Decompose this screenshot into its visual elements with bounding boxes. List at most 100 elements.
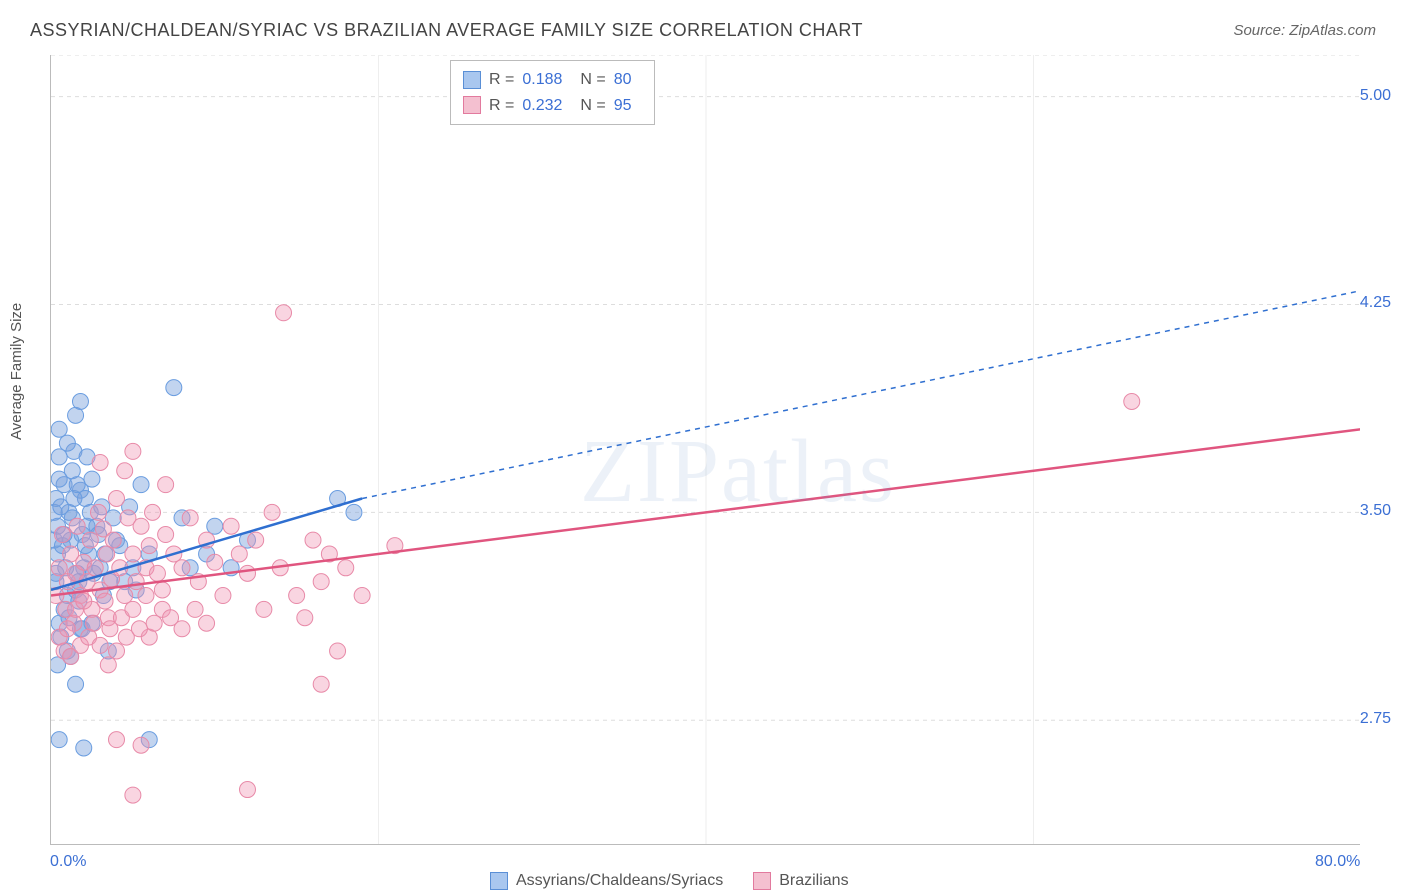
scatter-point <box>87 560 103 576</box>
scatter-point <box>105 532 121 548</box>
scatter-point <box>240 782 256 798</box>
scatter-point <box>231 546 247 562</box>
r-value: 0.188 <box>522 67 562 93</box>
scatter-point <box>117 463 133 479</box>
scatter-point <box>51 421 67 437</box>
scatter-point <box>131 621 147 637</box>
scatter-point <box>100 657 116 673</box>
scatter-point <box>76 593 92 609</box>
scatter-point <box>199 615 215 631</box>
scatter-point <box>133 518 149 534</box>
legend-swatch-icon <box>463 71 481 89</box>
scatter-point <box>51 471 67 487</box>
scatter-point <box>187 601 203 617</box>
scatter-point <box>354 588 370 604</box>
legend-label: Assyrians/Chaldeans/Syriacs <box>516 872 723 890</box>
scatter-point <box>182 510 198 526</box>
scatter-point <box>125 601 141 617</box>
scatter-point <box>264 504 280 520</box>
regression-extrapolation <box>362 291 1360 499</box>
legend-swatch-icon <box>463 96 481 114</box>
scatter-point <box>90 504 106 520</box>
legend-label: Brazilians <box>779 872 848 890</box>
scatter-point <box>133 737 149 753</box>
scatter-point <box>174 621 190 637</box>
scatter-point <box>174 560 190 576</box>
n-label: N = <box>580 67 605 93</box>
legend-swatch-icon <box>490 872 508 890</box>
x-tick-label: 0.0% <box>50 853 86 871</box>
x-tick-label: 80.0% <box>1315 853 1360 871</box>
scatter-point <box>82 532 98 548</box>
scatter-point <box>84 471 100 487</box>
y-axis-label: Average Family Size <box>8 303 25 440</box>
scatter-point <box>69 518 85 534</box>
r-label: R = <box>489 93 514 119</box>
scatter-point <box>240 565 256 581</box>
scatter-point <box>133 477 149 493</box>
scatter-point <box>305 532 321 548</box>
stats-row: R = 0.188 N = 80 <box>463 67 642 93</box>
scatter-point <box>158 527 174 543</box>
scatter-point <box>109 643 125 659</box>
scatter-point <box>68 676 84 692</box>
scatter-point <box>166 380 182 396</box>
legend-item: Assyrians/Chaldeans/Syriacs <box>490 872 723 890</box>
scatter-point <box>158 477 174 493</box>
legend-item: Brazilians <box>753 872 848 890</box>
scatter-point <box>125 787 141 803</box>
scatter-point <box>128 574 144 590</box>
y-tick-label: 3.50 <box>1360 502 1391 520</box>
scatter-point <box>207 554 223 570</box>
scatter-point <box>51 449 67 465</box>
scatter-point <box>86 615 102 631</box>
scatter-point <box>346 504 362 520</box>
scatter-point <box>66 491 82 507</box>
scatter-point <box>59 621 75 637</box>
bottom-legend: Assyrians/Chaldeans/Syriacs Brazilians <box>490 872 849 890</box>
scatter-point <box>138 588 154 604</box>
n-label: N = <box>580 93 605 119</box>
scatter-point <box>330 643 346 659</box>
source-label: Source: ZipAtlas.com <box>1233 22 1376 39</box>
scatter-point <box>154 582 170 598</box>
scatter-point <box>313 676 329 692</box>
scatter-point <box>207 518 223 534</box>
scatter-point <box>146 615 162 631</box>
scatter-point <box>256 601 272 617</box>
scatter-point <box>248 532 264 548</box>
scatter-point <box>69 477 85 493</box>
chart-svg <box>51 55 1360 844</box>
scatter-point <box>297 610 313 626</box>
scatter-point <box>72 393 88 409</box>
scatter-point <box>109 491 125 507</box>
scatter-point <box>1124 393 1140 409</box>
scatter-point <box>125 443 141 459</box>
scatter-point <box>97 593 113 609</box>
scatter-point <box>145 504 161 520</box>
chart-title: ASSYRIAN/CHALDEAN/SYRIAC VS BRAZILIAN AV… <box>30 20 863 41</box>
scatter-point <box>313 574 329 590</box>
stats-row: R = 0.232 N = 95 <box>463 93 642 119</box>
y-tick-label: 5.00 <box>1360 87 1391 105</box>
scatter-point <box>51 560 67 576</box>
scatter-point <box>54 527 70 543</box>
scatter-point <box>76 740 92 756</box>
scatter-point <box>141 538 157 554</box>
scatter-point <box>276 305 292 321</box>
scatter-point <box>125 546 141 562</box>
scatter-point <box>149 565 165 581</box>
scatter-point <box>117 588 133 604</box>
scatter-point <box>92 637 108 653</box>
r-value: 0.232 <box>522 93 562 119</box>
r-label: R = <box>489 67 514 93</box>
scatter-point <box>223 518 239 534</box>
legend-swatch-icon <box>753 872 771 890</box>
stats-legend-box: R = 0.188 N = 80 R = 0.232 N = 95 <box>450 60 655 125</box>
y-tick-label: 2.75 <box>1360 710 1391 728</box>
scatter-point <box>51 732 67 748</box>
scatter-point <box>289 588 305 604</box>
n-value: 95 <box>614 93 632 119</box>
scatter-point <box>215 588 231 604</box>
n-value: 80 <box>614 67 632 93</box>
